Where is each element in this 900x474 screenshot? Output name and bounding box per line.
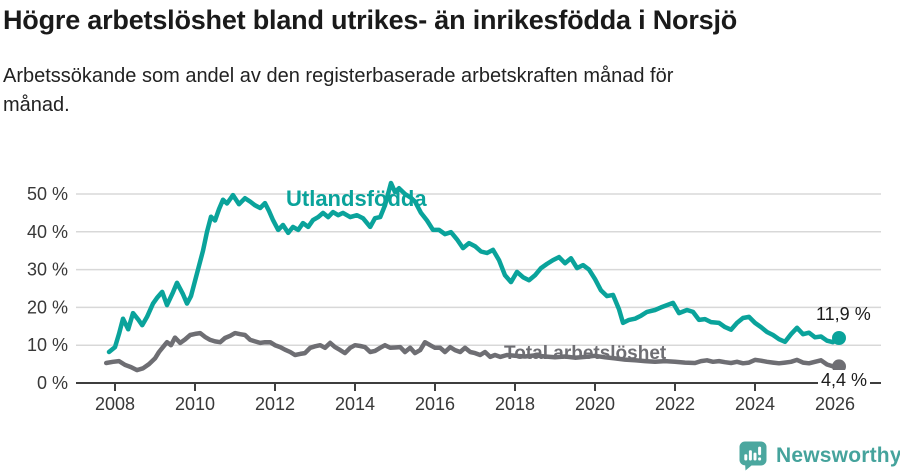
- x-tick-label: 2016: [415, 394, 455, 414]
- y-tick-label: 0 %: [37, 373, 68, 393]
- series-end-dot-total-arbetsloshet: [832, 359, 846, 374]
- y-tick-label: 10 %: [27, 335, 68, 355]
- x-tick-label: 2014: [335, 394, 375, 414]
- x-tick-label: 2018: [495, 394, 535, 414]
- series-end-dot-utlandsfodda: [832, 331, 846, 345]
- newsworthy-logo-icon: [739, 441, 767, 471]
- page-title: Högre arbetslöshet bland utrikes- än inr…: [3, 5, 738, 35]
- x-tick-label: 2026: [815, 394, 855, 414]
- chart-subtitle: Arbetssökande som andel av den registerb…: [3, 65, 674, 116]
- x-tick-label: 2022: [655, 394, 695, 414]
- x-tick-label: 2010: [175, 394, 215, 414]
- y-tick-label: 50 %: [27, 184, 68, 204]
- x-tick-label: 2008: [95, 394, 135, 414]
- x-tick-label: 2024: [735, 394, 775, 414]
- x-tick-label: 2020: [575, 394, 615, 414]
- series-line-utlandsfodda: [106, 180, 842, 355]
- x-tick-label: 2012: [255, 394, 295, 414]
- y-tick-label: 30 %: [27, 260, 68, 280]
- brand-name: Newsworthy: [776, 443, 900, 467]
- series-line-total-arbetsloshet: [103, 330, 842, 373]
- y-tick-label: 40 %: [27, 222, 68, 242]
- newsworthy-brand-link[interactable]: Newsworthy: [738, 440, 900, 471]
- y-tick-label: 20 %: [27, 297, 68, 317]
